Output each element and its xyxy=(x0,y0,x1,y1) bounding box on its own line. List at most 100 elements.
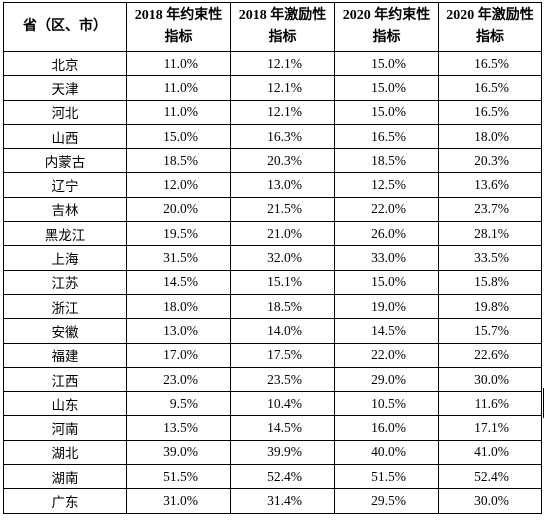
incentive-2020-cell: 18.0% xyxy=(438,123,542,150)
region-cell: 广东 xyxy=(3,488,127,514)
region-cell: 黑龙江 xyxy=(3,221,127,247)
incentive-2020-cell: 22.6% xyxy=(438,342,542,368)
incentive-2020-cell: 19.8% xyxy=(438,293,542,320)
region-cell: 上海 xyxy=(3,245,127,271)
incentive-2018-cell: 23.5% xyxy=(230,366,335,393)
incentive-2018-cell: 39.9% xyxy=(230,439,335,466)
quota-table: 省（区、市） 2018 年约束性 指标 2018 年激励性 指标 2020 年约束性 指标 2… xyxy=(3,2,542,514)
binding-2018-cell: 15.0% xyxy=(126,123,231,150)
incentive-2018-cell: 13.0% xyxy=(230,172,335,198)
binding-2018-cell: 31.5% xyxy=(126,245,231,271)
incentive-2020-cell: 28.1% xyxy=(438,221,542,247)
region-cell: 河北 xyxy=(3,99,127,125)
incentive-2018-cell: 16.3% xyxy=(230,123,335,150)
header-text-line: 指标 xyxy=(372,30,401,45)
incentive-2020-cell: 16.5% xyxy=(438,99,542,125)
table-header: 省（区、市） 2018 年约束性 指标 2018 年激励性 指标 2020 年约束性 指标 2… xyxy=(3,2,542,52)
header-text-line: 指标 xyxy=(268,30,297,45)
region-cell: 河南 xyxy=(3,415,127,441)
binding-2020-cell: 18.5% xyxy=(334,148,439,174)
region-cell: 江西 xyxy=(3,366,127,393)
incentive-2018-cell: 18.5% xyxy=(230,293,335,320)
binding-2018-cell: 13.5% xyxy=(126,415,231,441)
header-text-line: 2020 年激励性 xyxy=(446,8,534,23)
binding-2018-cell: 11.0% xyxy=(126,99,231,125)
incentive-2020-cell: 16.5% xyxy=(438,75,542,101)
binding-2020-cell: 15.0% xyxy=(334,50,439,77)
document-page: 省（区、市） 2018 年约束性 指标 2018 年激励性 指标 2020 年约束性 指标 2… xyxy=(3,2,542,514)
header-text-line: 2018 年约束性 xyxy=(134,8,223,23)
incentive-2018-cell: 21.5% xyxy=(230,196,335,223)
incentive-2018-cell: 20.3% xyxy=(230,148,335,174)
table-row: 安徽 13.0% 14.0% 14.5% 15.7% xyxy=(3,318,542,344)
header-text-line: 2018 年激励性 xyxy=(238,8,327,23)
table-row: 河南 13.5% 14.5% 16.0% 17.1% xyxy=(3,415,542,441)
binding-2020-cell: 12.5% xyxy=(334,172,439,198)
incentive-2018-cell: 10.4% xyxy=(230,391,335,417)
region-cell: 天津 xyxy=(3,75,127,101)
table-row: 山东 9.5% 10.4% 10.5% 11.6% xyxy=(3,391,542,417)
header-text-line: 省（区、市） xyxy=(23,19,107,34)
header-2020-binding: 2020 年约束性 指标 xyxy=(334,2,439,52)
table-body: 北京 11.0% 12.1% 15.0% 16.5% 天津 11.0% 12.1% 15.0% 1… xyxy=(3,50,542,514)
incentive-2020-cell: 41.0% xyxy=(438,439,542,466)
incentive-2020-cell: 17.1% xyxy=(438,415,542,441)
incentive-2018-cell: 12.1% xyxy=(230,99,335,125)
incentive-2020-cell: 15.7% xyxy=(438,318,542,344)
incentive-2018-cell: 31.4% xyxy=(230,488,335,514)
header-text-line: 指标 xyxy=(476,30,504,45)
incentive-2018-cell: 32.0% xyxy=(230,245,335,271)
header-2018-binding: 2018 年约束性 指标 xyxy=(126,2,231,52)
binding-2018-cell: 31.0% xyxy=(126,488,231,514)
binding-2018-cell: 23.0% xyxy=(126,366,231,393)
region-cell: 湖南 xyxy=(3,464,127,490)
binding-2020-cell: 16.5% xyxy=(334,123,439,150)
table-row: 天津 11.0% 12.1% 15.0% 16.5% xyxy=(3,75,542,101)
region-cell: 辽宁 xyxy=(3,172,127,198)
header-2020-incentive: 2020 年激励性 指标 xyxy=(438,2,542,52)
region-cell: 湖北 xyxy=(3,439,127,466)
region-cell: 福建 xyxy=(3,342,127,368)
incentive-2020-cell: 15.8% xyxy=(438,269,542,295)
binding-2020-cell: 19.0% xyxy=(334,293,439,320)
table-row: 北京 11.0% 12.1% 15.0% 16.5% xyxy=(3,50,542,77)
incentive-2018-cell: 52.4% xyxy=(230,464,335,490)
binding-2018-cell: 11.0% xyxy=(126,75,231,101)
table-row: 浙江 18.0% 18.5% 19.0% 19.8% xyxy=(3,293,542,320)
binding-2020-cell: 40.0% xyxy=(334,439,439,466)
incentive-2018-cell: 15.1% xyxy=(230,269,335,295)
binding-2018-cell: 9.5% xyxy=(126,391,231,417)
binding-2020-cell: 33.0% xyxy=(334,245,439,271)
incentive-2020-cell: 20.3% xyxy=(438,148,542,174)
binding-2020-cell: 26.0% xyxy=(334,221,439,247)
region-cell: 浙江 xyxy=(3,293,127,320)
header-text-line: 指标 xyxy=(164,30,193,45)
table-row: 广东 31.0% 31.4% 29.5% 30.0% xyxy=(3,488,542,514)
table-row: 辽宁 12.0% 13.0% 12.5% 13.6% xyxy=(3,172,542,198)
binding-2020-cell: 14.5% xyxy=(334,318,439,344)
binding-2018-cell: 18.5% xyxy=(126,148,231,174)
binding-2020-cell: 15.0% xyxy=(334,99,439,125)
binding-2020-cell: 29.5% xyxy=(334,488,439,514)
table-row: 湖南 51.5% 52.4% 51.5% 52.4% xyxy=(3,464,542,490)
region-cell: 北京 xyxy=(3,50,127,77)
region-cell: 内蒙古 xyxy=(3,148,127,174)
binding-2020-cell: 51.5% xyxy=(334,464,439,490)
incentive-2020-cell: 23.7% xyxy=(438,196,542,223)
table-row: 河北 11.0% 12.1% 15.0% 16.5% xyxy=(3,99,542,125)
incentive-2018-cell: 12.1% xyxy=(230,75,335,101)
binding-2020-cell: 10.5% xyxy=(334,391,439,417)
incentive-2020-cell: 11.6% xyxy=(438,391,542,417)
header-region: 省（区、市） xyxy=(3,2,127,52)
incentive-2020-cell: 33.5% xyxy=(438,245,542,271)
incentive-2018-cell: 21.0% xyxy=(230,221,335,247)
region-cell: 江苏 xyxy=(3,269,127,295)
table-row: 内蒙古 18.5% 20.3% 18.5% 20.3% xyxy=(3,148,542,174)
binding-2020-cell: 22.0% xyxy=(334,196,439,223)
header-text-line: 2020 年约束性 xyxy=(342,8,431,23)
binding-2020-cell: 16.0% xyxy=(334,415,439,441)
region-cell: 安徽 xyxy=(3,318,127,344)
binding-2018-cell: 39.0% xyxy=(126,439,231,466)
incentive-2018-cell: 14.5% xyxy=(230,415,335,441)
binding-2018-cell: 20.0% xyxy=(126,196,231,223)
